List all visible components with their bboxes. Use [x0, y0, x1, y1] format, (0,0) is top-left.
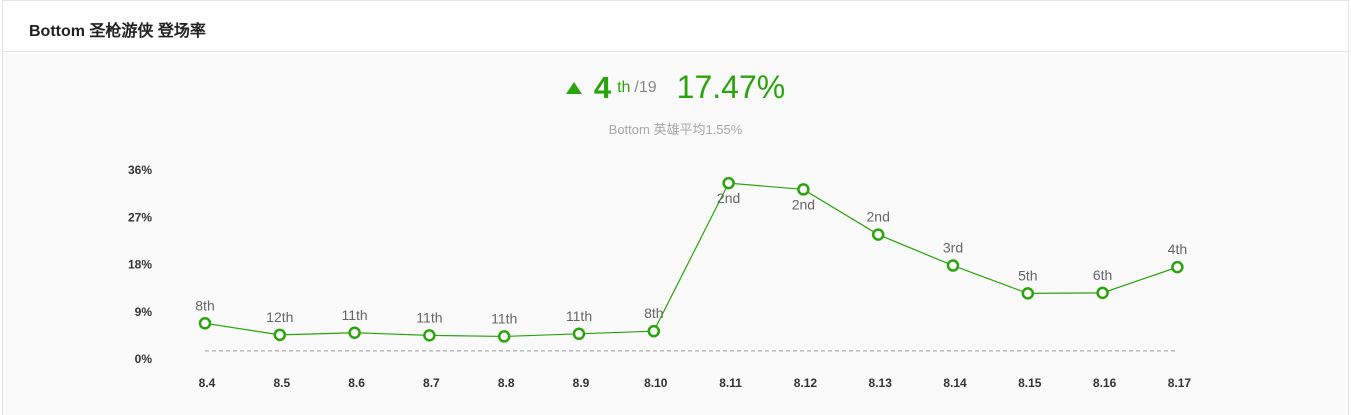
rank-label: 6th [1093, 267, 1112, 283]
x-tick-label: 8.6 [348, 376, 365, 390]
data-point [497, 330, 511, 343]
x-tick-label: 8.15 [1018, 376, 1042, 390]
y-tick-label: 9% [135, 305, 153, 319]
pick-rate-value: 17.47% [676, 69, 786, 105]
rank-label: 11th [341, 307, 367, 323]
data-point [1021, 287, 1035, 300]
x-tick-label: 8.5 [273, 376, 290, 390]
rank-total: /19 [634, 79, 657, 96]
data-point [572, 327, 586, 341]
x-tick-label: 8.7 [423, 376, 440, 390]
x-tick-label: 8.16 [1093, 376, 1117, 390]
data-point [348, 326, 361, 339]
card-title: Bottom 圣枪游侠 登场率 [29, 23, 206, 40]
y-tick-label: 27% [128, 210, 152, 224]
x-tick-label: 8.10 [644, 376, 668, 390]
rank-number: 4 [593, 70, 612, 105]
rank-label: 11th [416, 309, 442, 325]
rank-label: 5th [1018, 267, 1037, 283]
rank-label: 8th [644, 305, 663, 321]
x-tick-label: 8.4 [199, 376, 216, 390]
rank-label: 4th [1168, 241, 1187, 257]
series-line [204, 182, 1178, 338]
card-header: Bottom 圣枪游侠 登场率 [3, 1, 1348, 52]
data-point [647, 324, 661, 338]
data-point [423, 329, 436, 342]
rank-summary: 4 th /19 17.47% [3, 69, 1348, 106]
data-point [198, 317, 212, 330]
x-tick-label: 8.17 [1168, 376, 1192, 390]
y-tick-label: 0% [135, 352, 153, 366]
rank-label: 12th [266, 309, 293, 325]
x-tick-label: 8.12 [794, 376, 818, 390]
rank-label: 11th [566, 308, 592, 324]
data-point [273, 328, 287, 342]
average-text: Bottom 英雄平均1.55% [608, 122, 743, 137]
data-point [722, 176, 735, 190]
data-point [871, 228, 885, 241]
x-tick-label: 8.9 [573, 376, 590, 390]
rank-label: 3rd [943, 240, 963, 256]
x-tick-label: 8.14 [943, 376, 967, 390]
rank-label: 2nd [717, 190, 740, 206]
x-tick-label: 8.8 [498, 376, 515, 390]
rank-suffix: th [617, 79, 631, 96]
rank-label: 2nd [867, 209, 890, 225]
arrow-up-icon [565, 82, 582, 94]
data-point [1096, 286, 1109, 300]
rank-label: 2nd [792, 196, 815, 212]
data-point [797, 183, 810, 196]
y-tick-label: 18% [128, 258, 152, 272]
rank-label: 11th [491, 310, 517, 326]
data-point [1171, 260, 1184, 274]
rank-label: 8th [195, 297, 214, 313]
x-tick-label: 8.11 [719, 376, 742, 390]
data-point [946, 259, 960, 272]
x-tick-label: 8.13 [869, 376, 893, 390]
y-tick-label: 36% [128, 163, 152, 177]
